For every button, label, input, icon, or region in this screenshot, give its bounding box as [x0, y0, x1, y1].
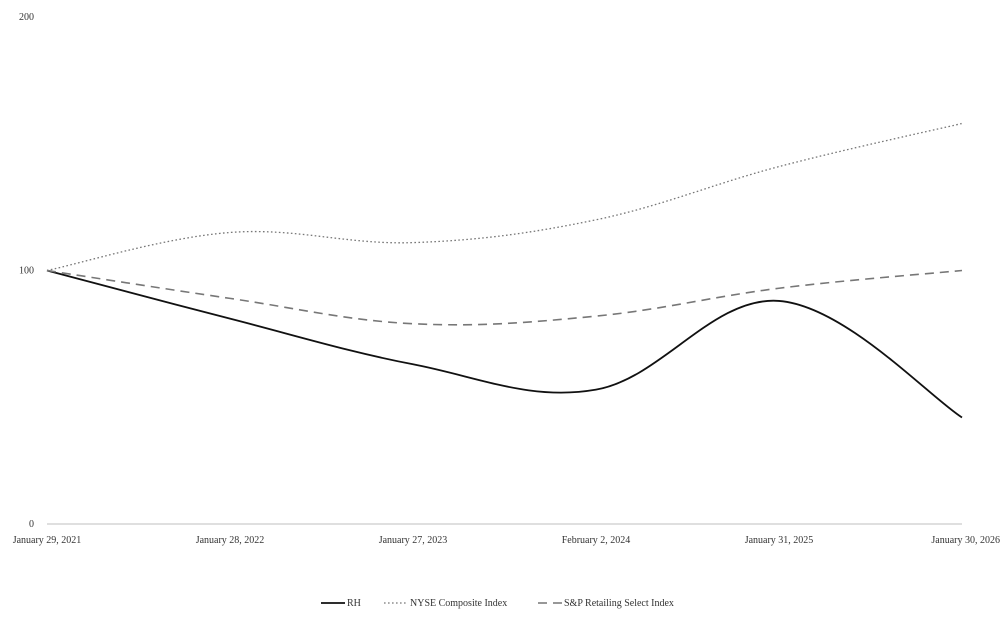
series-lines	[47, 123, 962, 417]
axes: 0 100 200 January 29, 2021 January 28, 2022 J…	[13, 12, 1000, 546]
x-tick-label: January 31, 2025	[745, 535, 814, 546]
legend-label-s-p-retailing-select-index: S&P Retailing Select Index	[564, 598, 674, 609]
y-tick-label: 200	[19, 12, 34, 23]
legend-label-rh: RH	[347, 598, 361, 609]
series-line-s-p-retailing-select-index	[47, 271, 962, 325]
x-tick-label: February 2, 2024	[562, 535, 631, 546]
legend: RH NYSE Composite Index S&P Retailing Sele…	[321, 598, 674, 609]
series-line-nyse-composite-index	[47, 123, 962, 270]
x-tick-label: January 28, 2022	[196, 535, 265, 546]
x-tick-label: January 30, 2026	[931, 535, 1000, 546]
x-tick-label: January 29, 2021	[13, 535, 82, 546]
legend-label-nyse-composite-index: NYSE Composite Index	[410, 598, 507, 609]
x-tick-label: January 27, 2023	[379, 535, 448, 546]
y-tick-label: 0	[29, 519, 34, 530]
series-line-rh	[47, 271, 962, 418]
y-tick-label: 100	[19, 266, 34, 277]
